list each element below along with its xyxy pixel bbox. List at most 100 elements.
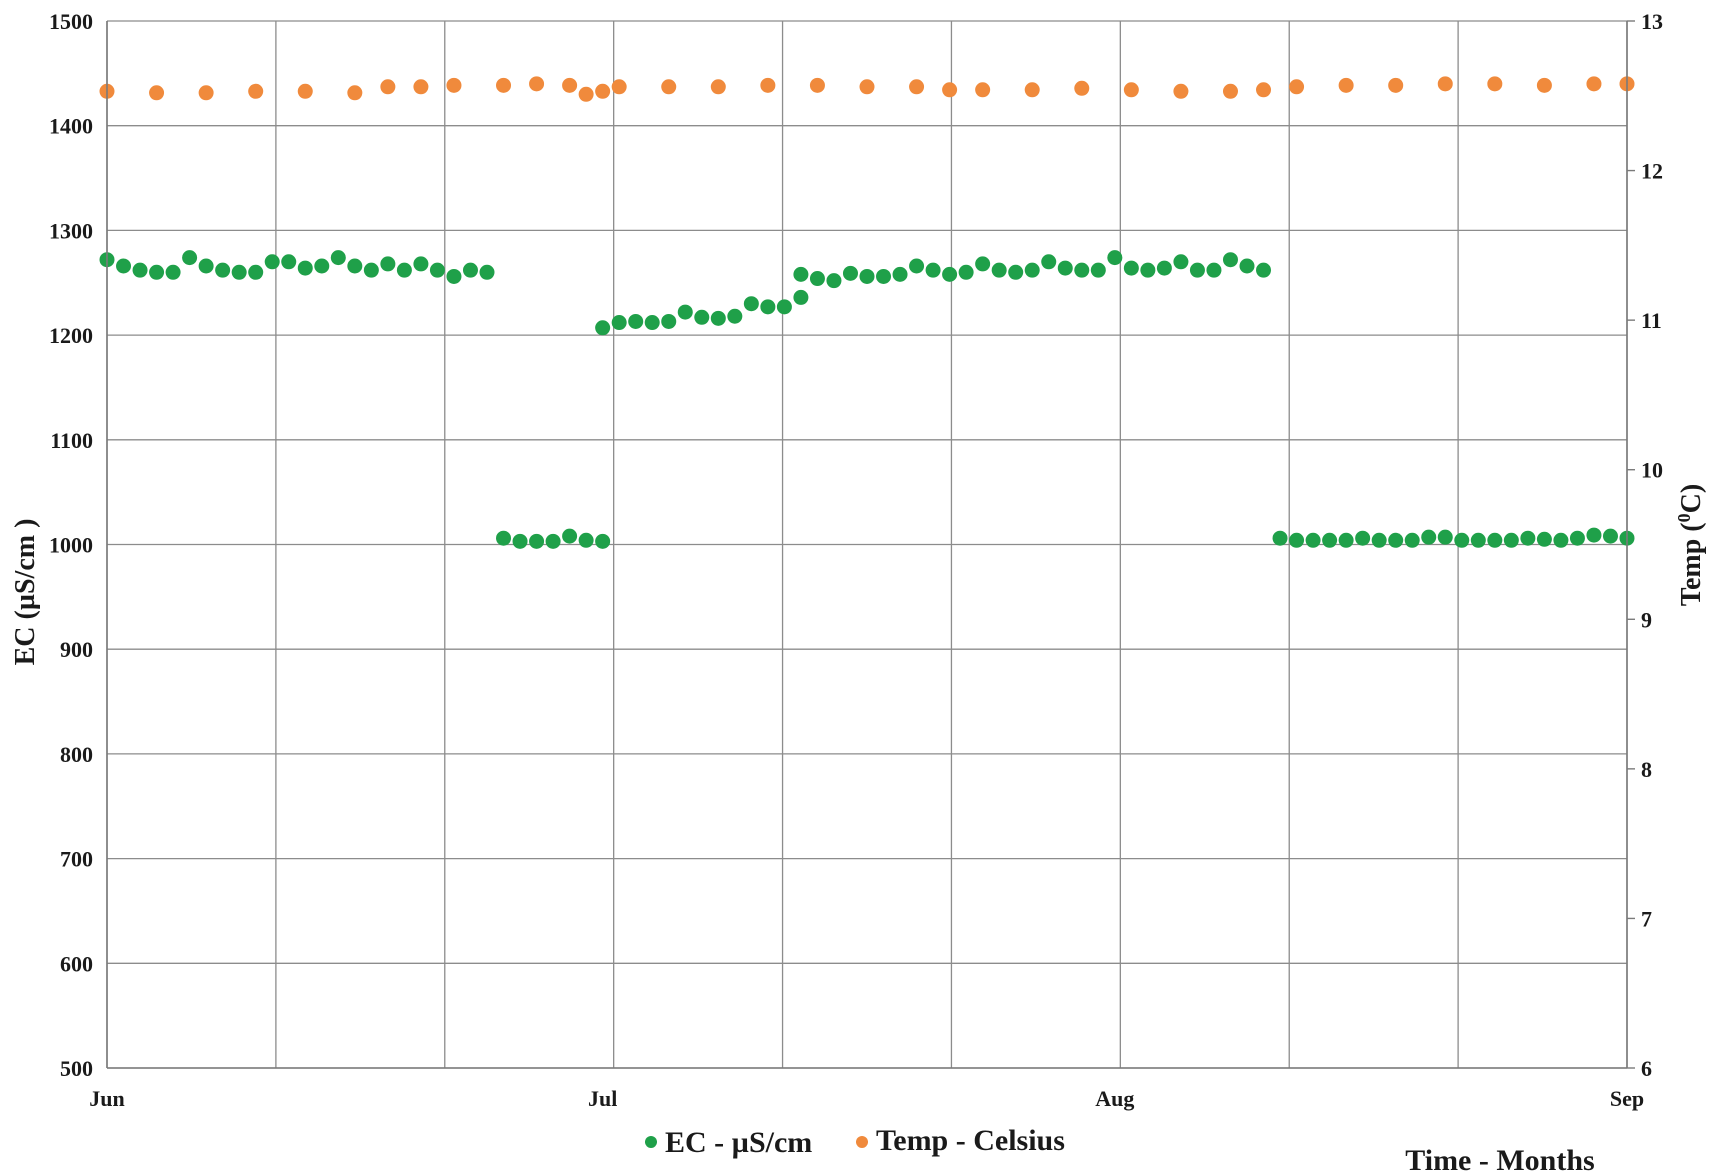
data-point	[380, 256, 396, 272]
x-tick-label: Sep	[1610, 1086, 1644, 1111]
data-point	[1222, 83, 1238, 99]
y-left-tick-label: 700	[60, 847, 93, 872]
legend-marker-ec	[645, 1136, 657, 1148]
data-point	[942, 82, 958, 98]
data-point	[644, 315, 660, 331]
data-point	[595, 83, 611, 99]
data-point	[677, 304, 693, 320]
data-point	[562, 528, 578, 544]
data-point	[1503, 532, 1519, 548]
data-point	[1322, 532, 1338, 548]
data-point	[595, 320, 611, 336]
y-axis-right-title-prefix: Temp (	[1676, 522, 1707, 606]
y-right-tick-label: 9	[1641, 607, 1652, 632]
series-ec	[99, 250, 1635, 549]
data-point	[529, 533, 545, 549]
data-point	[1289, 532, 1305, 548]
data-point	[231, 264, 247, 280]
labels: 500 600 700 800 900 1000 1100 1200 1300 1400 1500 6…	[49, 9, 1663, 1111]
data-point	[314, 258, 330, 274]
data-point	[545, 533, 561, 549]
data-point	[1454, 532, 1470, 548]
data-point	[958, 264, 974, 280]
data-point	[793, 289, 809, 305]
y-left-tick-label: 1000	[49, 533, 93, 558]
data-point	[1256, 262, 1272, 278]
data-point	[396, 262, 412, 278]
data-point	[1404, 532, 1420, 548]
data-point	[727, 308, 743, 324]
data-point	[198, 258, 214, 274]
x-tick-label: Jun	[89, 1086, 124, 1111]
data-point	[1305, 532, 1321, 548]
data-point	[1586, 76, 1602, 92]
axes	[106, 20, 1635, 1069]
data-point	[1388, 532, 1404, 548]
y-left-tick-label: 600	[60, 951, 93, 976]
y-left-tick-label: 1400	[49, 114, 93, 139]
data-point	[1388, 77, 1404, 93]
data-point	[1338, 77, 1354, 93]
data-point	[842, 265, 858, 281]
y-left-tick-label: 1500	[49, 9, 93, 34]
y-right-tick-label: 11	[1641, 308, 1662, 333]
data-point	[975, 82, 991, 98]
data-point	[661, 79, 677, 95]
data-point	[694, 309, 710, 325]
data-point	[1222, 252, 1238, 268]
y-right-tick-label: 13	[1641, 9, 1663, 34]
data-point	[809, 271, 825, 287]
data-point	[760, 77, 776, 93]
data-point	[1156, 260, 1172, 276]
data-point	[380, 79, 396, 95]
y-left-tick-label: 1200	[49, 323, 93, 348]
data-point	[281, 254, 297, 270]
data-point	[1338, 532, 1354, 548]
data-point	[132, 262, 148, 278]
y-left-tick-label: 900	[60, 637, 93, 662]
data-point	[446, 268, 462, 284]
data-point	[760, 299, 776, 315]
data-point	[942, 266, 958, 282]
data-point	[347, 258, 363, 274]
data-point	[1536, 531, 1552, 547]
data-point	[347, 85, 363, 101]
data-point	[1437, 76, 1453, 92]
y-right-tick-label: 8	[1641, 757, 1652, 782]
data-point	[496, 77, 512, 93]
data-point	[710, 310, 726, 326]
x-tick-label: Aug	[1095, 1086, 1134, 1111]
data-point	[1074, 80, 1090, 96]
data-point	[1024, 82, 1040, 98]
data-point	[1272, 530, 1288, 546]
data-point	[330, 250, 346, 266]
data-point	[264, 254, 280, 270]
data-point	[578, 532, 594, 548]
y-right-tick-label: 6	[1641, 1056, 1652, 1081]
y-left-tick-label: 500	[60, 1056, 93, 1081]
data-point	[611, 315, 627, 331]
data-point	[462, 262, 478, 278]
data-point	[1090, 262, 1106, 278]
data-point	[1008, 264, 1024, 280]
data-point	[363, 262, 379, 278]
data-point	[611, 79, 627, 95]
data-point	[595, 533, 611, 549]
y-right-tick-label: 7	[1641, 906, 1652, 931]
data-point	[496, 530, 512, 546]
y-right-tick-label: 10	[1641, 458, 1663, 483]
data-point	[1140, 262, 1156, 278]
data-point	[1173, 83, 1189, 99]
data-point	[413, 256, 429, 272]
series-temp	[99, 76, 1635, 102]
data-point	[876, 268, 892, 284]
data-point	[661, 313, 677, 329]
y-left-tick-label: 800	[60, 742, 93, 767]
y-left-tick-label: 1100	[50, 428, 93, 453]
data-point	[1355, 530, 1371, 546]
data-point	[1520, 530, 1536, 546]
data-point	[479, 264, 495, 280]
y-axis-right-title: Temp (0C)	[1674, 484, 1707, 606]
data-point	[991, 262, 1007, 278]
data-point	[1569, 530, 1585, 546]
